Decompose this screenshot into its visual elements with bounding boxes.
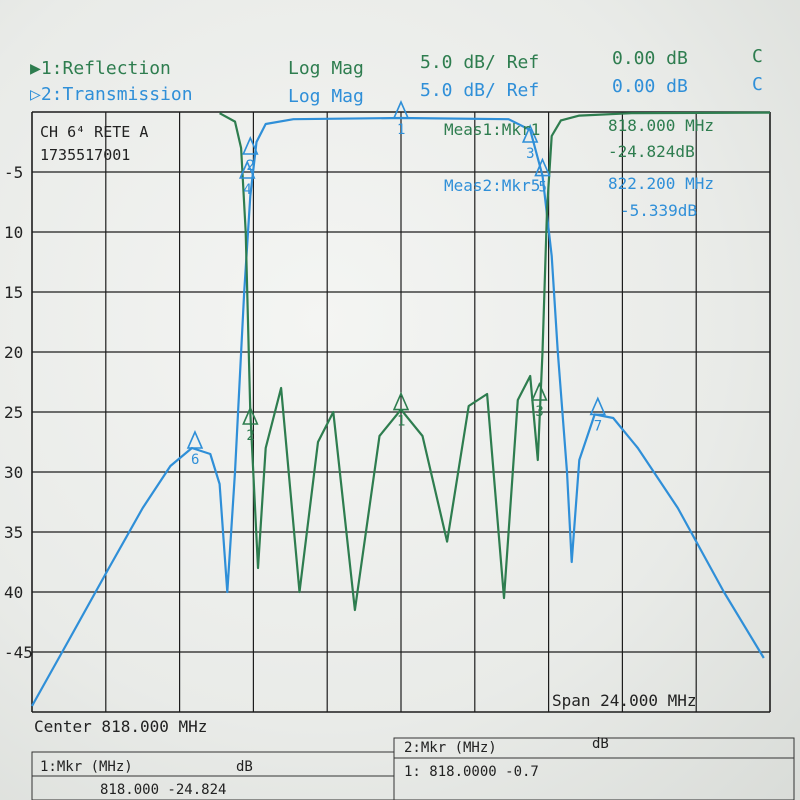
serial-number: 1735517001 [40,146,130,164]
ch1-scale: 5.0 dB/ Ref [420,52,539,73]
ch1-flag: C [752,46,763,67]
meas1-label: Meas1:Mkr1 [444,120,540,139]
marker-table-1: 1:Mkr (MHz) dB 818.000 -24.824 [31,751,395,800]
ch2-flag: C [752,74,763,95]
marker-label: 1 [397,122,405,138]
y-tick-label: -45 [4,643,33,662]
marker-label: 1 [397,414,405,430]
y-tick-labels: -5 10 15 20 25 30 35 40 -45 [4,163,33,662]
marker-label: 2 [246,428,254,444]
ch2-scale: 5.0 dB/ Ref [420,80,539,101]
y-tick-label: 35 [4,523,23,542]
center-frequency: Center 818.000 MHz [34,717,207,736]
marker-triangle [531,382,548,401]
marker-triangle [242,136,259,155]
marker-label: 4 [243,182,251,198]
y-tick-label: 30 [4,463,23,482]
ch2-format: Log Mag [288,86,364,107]
meas2-label: Meas2:Mkr5 [444,176,540,195]
y-tick-label: -5 [4,163,23,182]
table2-row: 1: 818.0000 -0.7 [404,764,539,780]
trace-reflection [219,111,771,612]
meas1-value: -24.824dB [608,142,695,161]
marker-triangle [521,124,539,143]
meas1-freq: 818.000 MHz [608,116,714,135]
meas2-value: -5.339dB [620,201,697,220]
ch1-format: Log Mag [288,58,364,79]
ch1-ref: 0.00 dB [612,48,688,69]
table2-header: 2:Mkr (MHz) [404,740,497,756]
marker-label: 5 [538,180,546,196]
channel-label: CH 6⁴ RETE A [40,123,148,141]
ch1-label: ▶1:Reflection [30,58,171,79]
marker-triangle [534,157,551,177]
span-frequency: Span 24.000 MHz [552,691,697,710]
table1-unit: dB [236,759,253,775]
ch2-ref: 0.00 dB [612,76,688,97]
marker-label: 3 [535,404,543,420]
y-tick-label: 15 [4,283,23,302]
meas2-freq: 822.200 MHz [608,174,714,193]
marker-label: 2 [246,158,254,174]
marker-triangle [392,100,410,119]
table2-unit: dB [592,736,609,752]
marker-label: 3 [526,146,534,162]
marker-triangle [186,430,204,449]
marker-triangle [392,391,410,411]
ch2-label: ▷2:Transmission [30,84,193,105]
marker-triangle [239,160,256,179]
marker-label: 7 [594,418,602,434]
marker-layer: 1 2 3 1 2 3 4 5 6 7 [186,100,607,468]
marker-table-2: 2:Mkr (MHz) dB 1: 818.0000 -0.7 [393,736,795,800]
marker-label: 6 [191,452,199,468]
y-tick-label: 20 [4,343,23,362]
table1-row: 818.000 -24.824 [100,782,226,798]
y-tick-label: 25 [4,403,23,422]
marker-triangle [589,396,607,416]
plot-grid [31,111,771,713]
table1-header: 1:Mkr (MHz) [40,759,133,775]
y-tick-label: 10 [4,223,23,242]
y-tick-label: 40 [4,583,23,602]
marker-triangle [242,406,259,425]
